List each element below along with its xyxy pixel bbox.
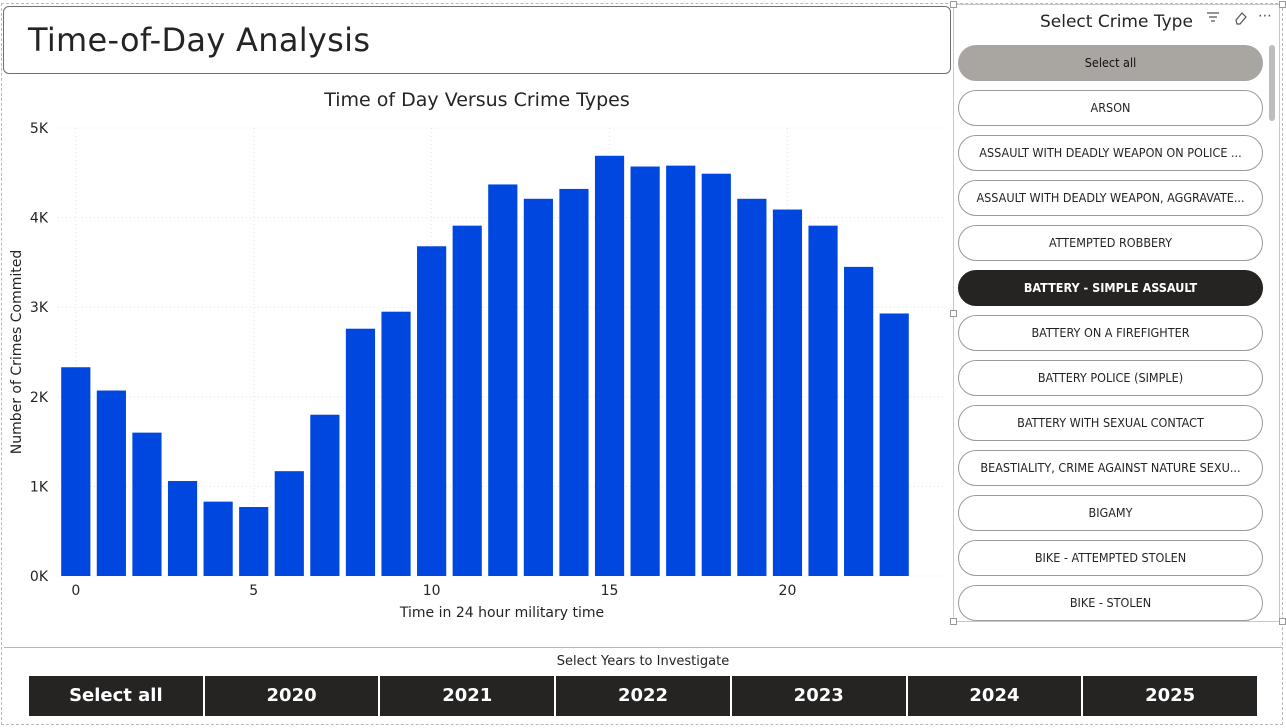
bar-hour-1[interactable] — [96, 390, 126, 576]
bar-hour-21[interactable] — [808, 225, 838, 576]
crime-type-option[interactable]: BIKE - STOLEN — [958, 585, 1263, 621]
bar-hour-22[interactable] — [844, 266, 874, 576]
year-button-2023[interactable]: 2023 — [731, 676, 908, 716]
chart-title: Time of Day Versus Crime Types — [323, 89, 629, 111]
chart-bars — [61, 155, 909, 577]
bar-hour-14[interactable] — [559, 188, 589, 576]
bar-hour-12[interactable] — [488, 184, 518, 576]
select-all-crime-types-button[interactable]: Select all — [958, 45, 1263, 81]
crime-type-option[interactable]: BATTERY ON A FIREFIGHTER — [958, 315, 1263, 351]
title-box: Time-of-Day Analysis — [3, 6, 951, 74]
y-tick-label: 0K — [30, 569, 49, 585]
year-button-2022[interactable]: 2022 — [556, 676, 732, 716]
years-button-row: Select all 2020 2021 2022 2023 2024 2025 — [29, 676, 1258, 716]
resize-handle[interactable] — [950, 618, 957, 625]
slicer-item-list: Select all ARSON ASSAULT WITH DEADLY WEAPO… — [954, 41, 1274, 621]
bar-hour-8[interactable] — [345, 328, 376, 576]
bar-hour-17[interactable] — [666, 165, 696, 576]
crime-type-option[interactable]: ASSAULT WITH DEADLY WEAPON, AGGRAVATE... — [958, 180, 1263, 216]
x-tick-label: 0 — [71, 583, 80, 599]
crime-type-option[interactable]: BATTERY - SIMPLE ASSAULT — [958, 270, 1263, 306]
x-tick-label: 20 — [779, 583, 797, 599]
x-tick-label: 5 — [249, 583, 258, 599]
slicer-scrollbar[interactable] — [1269, 45, 1275, 121]
bar-chart: Time of Day Versus Crime Types 0K 1K 2K 3K 4… — [9, 89, 944, 621]
bar-hour-3[interactable] — [167, 481, 198, 576]
crime-type-option[interactable]: ASSAULT WITH DEADLY WEAPON ON POLICE ... — [958, 135, 1263, 171]
bar-hour-4[interactable] — [203, 501, 233, 576]
year-button-2020[interactable]: 2020 — [204, 676, 381, 716]
crime-type-option[interactable]: BEASTIALITY, CRIME AGAINST NATURE SEXU..… — [958, 450, 1263, 486]
y-tick-label: 4K — [30, 211, 49, 227]
y-tick-label: 1K — [30, 479, 49, 495]
bar-hour-6[interactable] — [274, 471, 304, 576]
bar-hour-0[interactable] — [61, 367, 91, 576]
slicer-header: Select Crime Type ⋯ — [954, 5, 1279, 41]
bar-hour-5[interactable] — [239, 507, 269, 576]
bar-hour-15[interactable] — [594, 155, 625, 576]
bar-hour-18[interactable] — [701, 173, 731, 577]
y-tick-label: 3K — [30, 300, 49, 316]
crime-type-option[interactable]: BIGAMY — [958, 495, 1263, 531]
bar-hour-13[interactable] — [523, 198, 553, 576]
year-button-2024[interactable]: 2024 — [907, 676, 1084, 716]
bar-hour-7[interactable] — [310, 414, 340, 576]
y-tick-label: 5K — [30, 121, 49, 137]
bar-hour-19[interactable] — [737, 198, 767, 576]
page-border — [1, 3, 1283, 725]
year-button-2025[interactable]: 2025 — [1083, 676, 1258, 716]
resize-handle[interactable] — [1279, 618, 1286, 625]
x-axis-label: Time in 24 hour military time — [399, 605, 604, 621]
crime-type-option[interactable]: BATTERY WITH SEXUAL CONTACT — [958, 405, 1263, 441]
slicer-title: Select Crime Type — [1040, 12, 1193, 32]
years-slicer: Select Years to Investigate Select all 20… — [4, 647, 1282, 722]
resize-handle[interactable] — [1279, 1, 1286, 8]
years-slicer-label: Select Years to Investigate — [556, 654, 730, 669]
resize-handle[interactable] — [950, 310, 957, 317]
bar-hour-10[interactable] — [417, 246, 447, 576]
bar-hour-2[interactable] — [132, 432, 162, 576]
bar-hour-23[interactable] — [879, 313, 909, 576]
y-axis-label: Number of Crimes Commited — [9, 250, 25, 455]
x-axis-ticks: 0 5 10 15 20 — [71, 583, 796, 599]
crime-type-option[interactable]: ARSON — [958, 90, 1263, 126]
select-all-years-button[interactable]: Select all — [29, 676, 205, 716]
more-options-icon[interactable]: ⋯ — [1258, 8, 1272, 24]
page-title: Time-of-Day Analysis — [28, 21, 371, 59]
bar-hour-11[interactable] — [452, 225, 482, 576]
bar-hour-16[interactable] — [630, 166, 660, 576]
crime-type-option[interactable]: ATTEMPTED ROBBERY — [958, 225, 1263, 261]
year-button-2021[interactable]: 2021 — [380, 676, 557, 716]
x-tick-label: 10 — [423, 583, 441, 599]
filter-icon[interactable] — [1206, 11, 1220, 29]
crime-type-option[interactable]: BATTERY POLICE (SIMPLE) — [958, 360, 1263, 396]
bar-hour-20[interactable] — [772, 209, 803, 576]
x-tick-label: 15 — [601, 583, 619, 599]
y-tick-label: 2K — [30, 390, 49, 406]
eraser-icon[interactable] — [1234, 11, 1248, 29]
crime-type-slicer: Select Crime Type ⋯ Select all ARSON ASSAU… — [953, 4, 1280, 622]
y-axis-ticks: 0K 1K 2K 3K 4K 5K — [30, 121, 49, 585]
crime-type-option[interactable]: BIKE - ATTEMPTED STOLEN — [958, 540, 1263, 576]
resize-handle[interactable] — [950, 1, 957, 8]
bar-hour-9[interactable] — [381, 311, 411, 576]
